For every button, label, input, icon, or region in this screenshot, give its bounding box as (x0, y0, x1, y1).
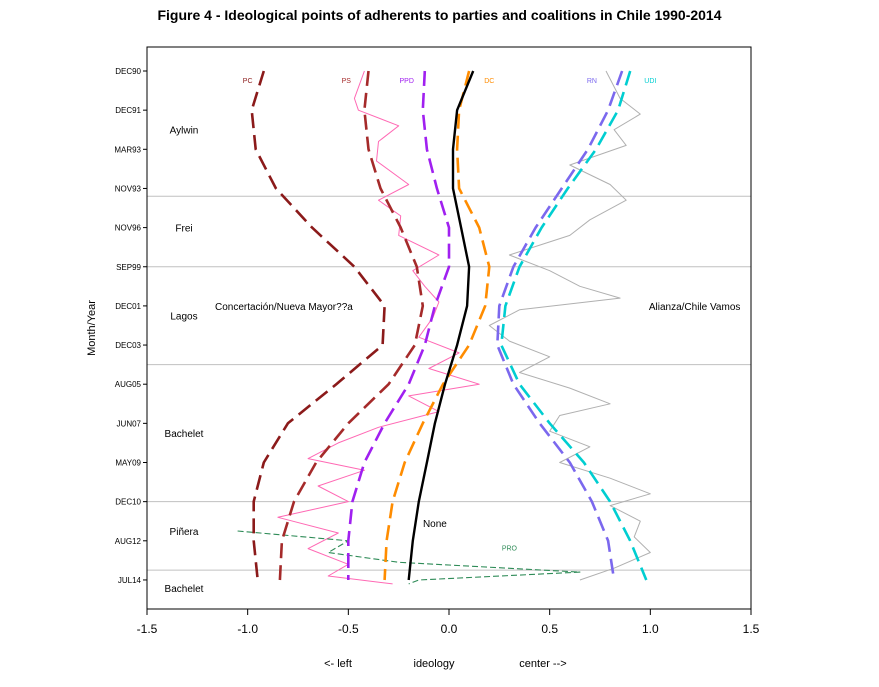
period-label-bachelet-5: Bachelet (165, 584, 204, 595)
series-line-unlabeled-8 (277, 70, 480, 585)
series-line-dc (383, 70, 491, 581)
series-label-dc: DC (484, 78, 494, 85)
annotations: Concertación/Nueva Mayor??a Alianza/Chile… (215, 302, 740, 530)
period-label-bachelet-3: Bachelet (165, 429, 204, 440)
period-label-pi-era-4: Piñera (170, 527, 199, 538)
annotation-alianza-chile-vamos-1: Alianza/Chile Vamos (649, 302, 741, 313)
x-axis-label-right: center --> (519, 658, 566, 670)
series-label-pro: PRO (502, 546, 518, 553)
x-tick-label-6: 1.5 (743, 622, 760, 636)
y-tick-label-dec91: DEC91 (115, 106, 141, 115)
y-tick-label-dec03: DEC03 (115, 341, 141, 350)
y-tick-label-jun07: JUN07 (117, 419, 142, 428)
series-line-ps (278, 70, 425, 581)
period-label-frei-1: Frei (175, 224, 192, 235)
y-axis-label: Month/Year (86, 300, 98, 356)
x-axis: -1.5 -1.0 -0.5 0.0 0.5 1.0 1.5 (137, 608, 760, 636)
y-tick-label-jul14: JUL14 (118, 576, 142, 585)
x-axis-label-center: ideology (414, 658, 455, 670)
annotation-concertaci-n-nueva-mayor-a-0: Concertación/Nueva Mayor??a (215, 302, 353, 313)
series-line-ppd (346, 70, 451, 580)
series-labels: PC PS PPD DC RN UDI PRO (243, 78, 657, 553)
series-label-ps: PS (342, 78, 352, 85)
y-tick-label-nov96: NOV96 (115, 224, 142, 233)
x-tick-label-5: 1.0 (642, 622, 659, 636)
chart-title: Figure 4 - Ideological points of adheren… (157, 7, 722, 23)
y-tick-label-sep99: SEP99 (116, 263, 141, 272)
series-label-rn: RN (587, 78, 597, 85)
period-labels: Aylwin Frei Lagos Bachelet Piñera Bachelet (165, 126, 204, 595)
y-tick-label-aug05: AUG05 (115, 380, 142, 389)
series-lines (237, 70, 651, 585)
plot-frame (146, 46, 752, 610)
series-line-rn (495, 70, 624, 581)
period-label-aylwin-0: Aylwin (170, 126, 199, 137)
series-label-udi: UDI (644, 78, 656, 85)
annotation-none-2: None (423, 519, 447, 530)
y-tick-label-nov93: NOV93 (115, 184, 142, 193)
y-tick-label-dec90: DEC90 (115, 67, 141, 76)
y-tick-label-dec10: DEC10 (115, 498, 141, 507)
x-tick-label-2: -0.5 (338, 622, 359, 636)
x-axis-label-left: <- left (324, 658, 352, 670)
y-axis: DEC90 DEC91 MAR93 NOV93 NOV96 SEP99 DEC01 DEC03… (114, 67, 147, 585)
period-label-lagos-2: Lagos (170, 312, 197, 323)
y-tick-label-mar93: MAR93 (114, 145, 141, 154)
y-tick-label-may09: MAY09 (115, 459, 141, 468)
x-tick-label-3: 0.0 (441, 622, 458, 636)
series-line-unlabeled-9 (488, 70, 651, 581)
series-line-none (407, 70, 475, 581)
x-tick-label-1: -1.0 (237, 622, 258, 636)
y-tick-label-aug12: AUG12 (115, 537, 142, 546)
series-label-pc: PC (243, 78, 253, 85)
series-label-ppd: PPD (400, 78, 414, 85)
y-tick-label-dec01: DEC01 (115, 302, 141, 311)
series-line-udi (499, 70, 648, 581)
x-tick-label-0: -1.5 (137, 622, 158, 636)
series-line-pc (250, 70, 386, 581)
x-tick-label-4: 0.5 (541, 622, 558, 636)
